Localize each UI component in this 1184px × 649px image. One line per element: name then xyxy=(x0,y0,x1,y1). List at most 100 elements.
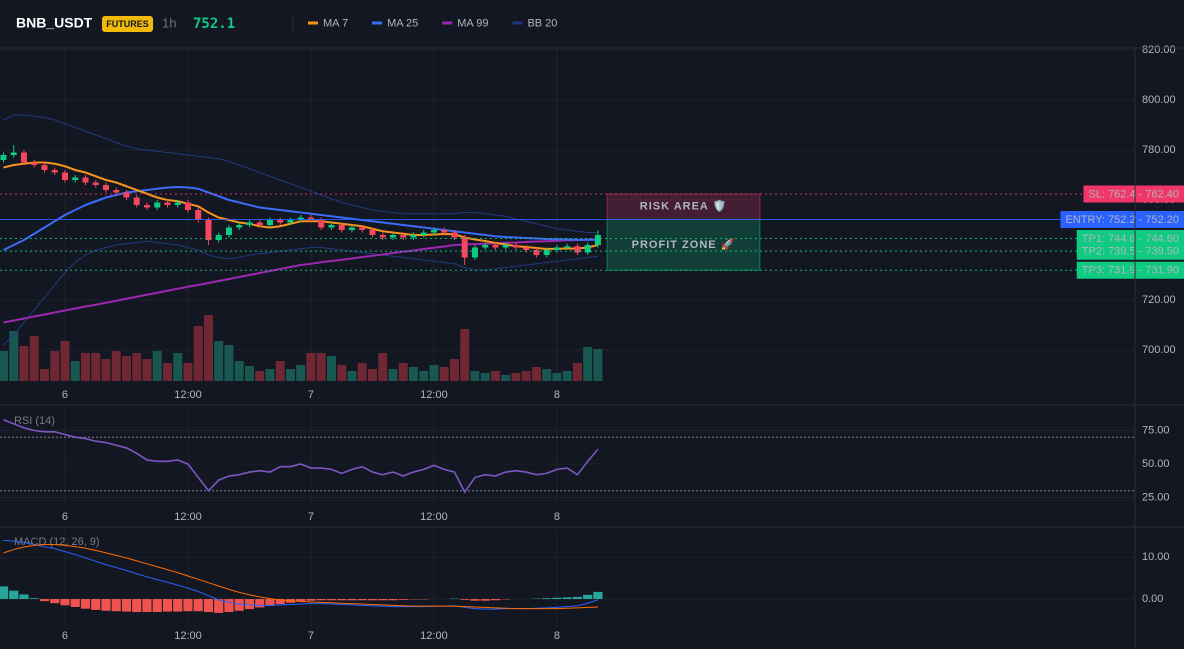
volume-bar xyxy=(572,363,582,381)
macd-histogram xyxy=(367,599,378,601)
volume-bar xyxy=(60,341,70,381)
candle-body xyxy=(184,202,191,210)
macd-histogram xyxy=(357,599,367,601)
macd-histogram xyxy=(326,599,337,601)
x-tick-label: 6 xyxy=(62,511,68,523)
candle-body xyxy=(20,152,27,163)
volume-bar xyxy=(347,371,357,381)
candle-body xyxy=(113,190,120,193)
volume-bar xyxy=(542,369,552,381)
candle-body xyxy=(441,230,448,233)
candle-body xyxy=(359,227,366,230)
macd-histogram xyxy=(29,598,39,600)
zone xyxy=(606,193,761,220)
volume-bar xyxy=(593,349,603,381)
macd-histogram xyxy=(162,599,173,612)
candle-body xyxy=(154,202,161,208)
macd-histogram xyxy=(255,599,265,608)
candle-body xyxy=(123,192,130,198)
y-tick-label: 700.00 xyxy=(1142,344,1176,356)
candle-body xyxy=(389,235,396,238)
zone-label: RISK AREA 🛡️ xyxy=(640,200,727,213)
volume-bar xyxy=(306,353,316,381)
candle-body xyxy=(471,247,478,258)
macd-histogram xyxy=(244,599,255,610)
level-tag: TP2: 739.5 - 739.50 xyxy=(1082,246,1179,258)
x-tick-label: 8 xyxy=(554,389,560,401)
candle-body xyxy=(492,245,499,248)
macd-histogram xyxy=(111,599,121,612)
macd-histogram xyxy=(593,591,603,600)
volume-bar xyxy=(19,346,29,381)
x-tick-label: 12:00 xyxy=(420,389,448,401)
bollinger-band xyxy=(3,114,598,233)
candle-body xyxy=(369,230,376,235)
candle-body xyxy=(0,155,7,160)
level-tag-bg xyxy=(1083,185,1184,203)
volume-bar xyxy=(501,375,511,381)
x-tick-label: 12:00 xyxy=(420,630,448,642)
volume-bar xyxy=(265,369,275,381)
volume-bar xyxy=(378,353,388,381)
macd-histogram xyxy=(39,599,50,602)
volume-bar xyxy=(583,347,593,381)
volume-bar xyxy=(388,369,398,381)
candle-body xyxy=(174,202,181,205)
x-tick-label: 6 xyxy=(62,630,68,642)
volume-bar xyxy=(9,331,19,381)
x-tick-label: 8 xyxy=(554,630,560,642)
y-tick-label: 720.00 xyxy=(1142,294,1176,306)
candle-body xyxy=(430,230,437,233)
volume-bar xyxy=(162,363,172,381)
volume-bar xyxy=(183,363,193,381)
x-tick-label: 7 xyxy=(308,511,314,523)
candle-body xyxy=(451,232,458,238)
volume-bar xyxy=(470,371,480,381)
volume-bar xyxy=(39,369,49,381)
candle-body xyxy=(553,247,560,250)
macd-histogram xyxy=(388,599,398,601)
interval[interactable]: 1h xyxy=(162,15,176,30)
candle-body xyxy=(564,246,571,248)
macd-histogram xyxy=(234,599,244,611)
x-tick-label: 7 xyxy=(308,389,314,401)
y-tick-label: 800.00 xyxy=(1142,94,1176,106)
volume-bar xyxy=(101,359,111,381)
zone xyxy=(606,219,761,271)
volume-bar xyxy=(70,361,80,381)
candle-body xyxy=(318,220,325,228)
candle-body xyxy=(523,247,530,250)
candle-body xyxy=(10,152,17,155)
volume-bar xyxy=(419,371,429,381)
candle-body xyxy=(307,217,314,220)
chart-layer: 612:00712:008700.00720.00740.00760.00780… xyxy=(0,44,1184,642)
candle-body xyxy=(420,232,427,235)
candle-body xyxy=(236,225,243,228)
candle-body xyxy=(277,220,284,223)
legend-label: MA 7 xyxy=(323,17,348,29)
volume-bar xyxy=(326,356,336,381)
y-tick-label: 10.00 xyxy=(1142,551,1170,563)
candle-body xyxy=(502,245,509,248)
macd-histogram xyxy=(460,599,470,600)
candle-body xyxy=(164,202,171,205)
volume-bar xyxy=(0,351,8,381)
macd-histogram xyxy=(214,599,224,613)
candle-body xyxy=(584,245,591,253)
macd-histogram xyxy=(224,599,234,613)
volume-bar xyxy=(531,367,541,381)
legend-label: MA 99 xyxy=(457,17,488,29)
macd-histogram xyxy=(50,599,60,604)
y-tick-label: 75.00 xyxy=(1142,424,1170,436)
macd-histogram xyxy=(347,599,357,601)
candle-body xyxy=(266,220,273,225)
candle-body xyxy=(400,235,407,238)
volume-bar xyxy=(337,365,347,381)
macd-histogram xyxy=(132,599,142,613)
candle-body xyxy=(41,165,48,170)
pane-title: RSI (14) xyxy=(14,415,55,427)
macd-histogram xyxy=(490,599,501,601)
candle-body xyxy=(543,250,550,255)
macd-histogram xyxy=(275,599,285,605)
